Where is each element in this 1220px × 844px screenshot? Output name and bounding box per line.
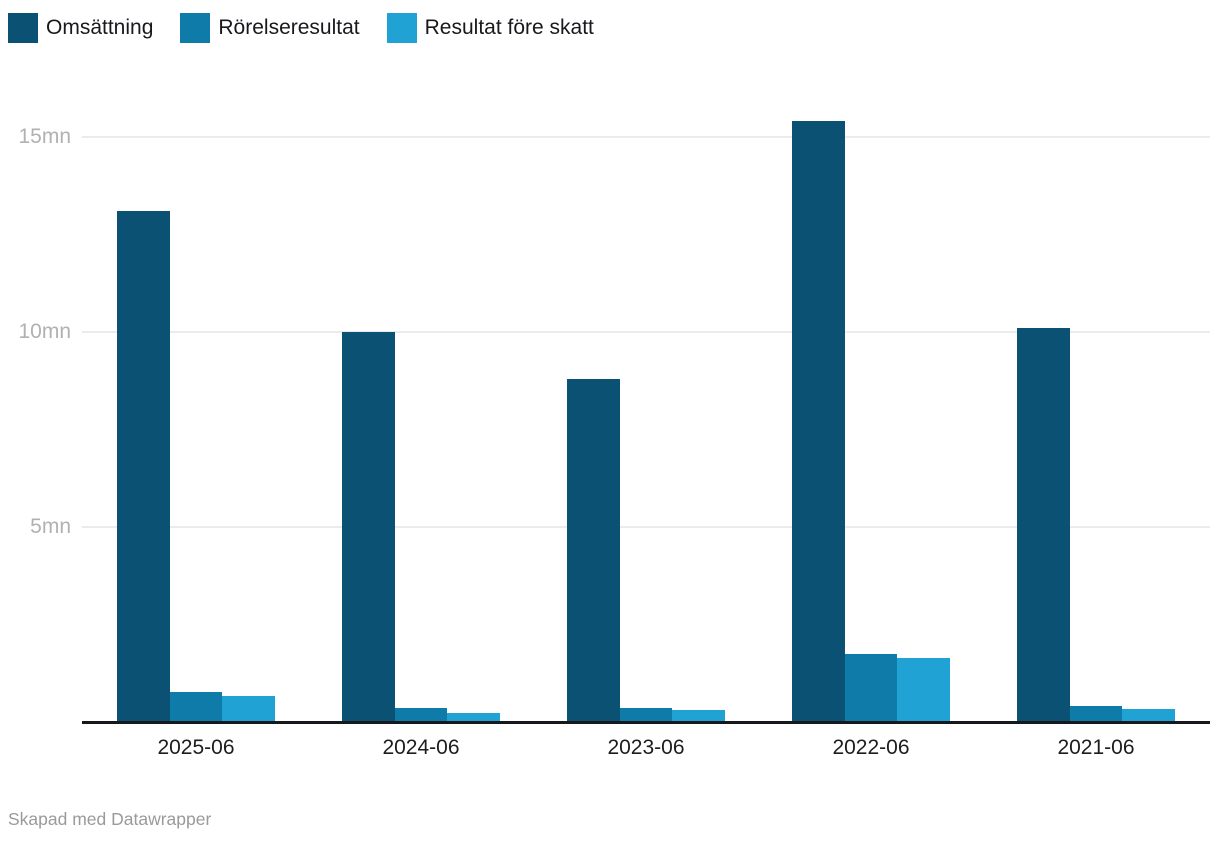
legend-swatch-icon xyxy=(386,13,417,43)
y-axis-tick-label: 10mn xyxy=(18,320,71,343)
legend-label: Omsättning xyxy=(46,16,154,39)
legend-item-2: Rörelseresultat xyxy=(180,13,360,43)
bar-2022-06-r-relseresultat xyxy=(844,654,898,722)
bar-2021-06-oms-ttning xyxy=(1017,328,1070,722)
bar-2025-06-r-relseresultat xyxy=(169,692,223,722)
x-axis-tick-label: 2024-06 xyxy=(382,736,460,759)
legend-swatch-icon xyxy=(180,13,211,43)
gridline-5mn xyxy=(82,526,1210,528)
bar-2025-06-oms-ttning xyxy=(117,211,170,722)
y-axis-tick-label: 15mn xyxy=(18,125,71,148)
bar-2022-06-resultat-f-re-skatt xyxy=(897,658,950,722)
legend-swatch-icon xyxy=(8,13,38,43)
attribution: Skapad med Datawrapper xyxy=(8,809,211,830)
bar-2025-06-resultat-f-re-skatt xyxy=(222,696,275,722)
legend-label: Rörelseresultat xyxy=(218,16,360,39)
bar-2023-06-resultat-f-re-skatt xyxy=(672,710,725,722)
x-axis-line xyxy=(82,721,1210,724)
x-axis-tick-label: 2025-06 xyxy=(157,736,235,759)
legend-label: Resultat före skatt xyxy=(424,16,594,39)
attribution-text: Skapad med Datawrapper xyxy=(8,809,212,829)
gridline-10mn xyxy=(82,331,1210,333)
bar-2022-06-oms-ttning xyxy=(792,121,845,722)
x-axis-tick-label: 2021-06 xyxy=(1057,736,1135,759)
legend-item-1: Omsättning xyxy=(8,13,153,43)
legend-item-3: Resultat före skatt xyxy=(386,13,594,43)
bar-2023-06-oms-ttning xyxy=(567,379,620,722)
bar-2024-06-oms-ttning xyxy=(342,332,395,722)
gridline-15mn xyxy=(82,136,1210,138)
bar-2023-06-r-relseresultat xyxy=(619,708,673,722)
bar-2024-06-r-relseresultat xyxy=(394,708,448,722)
x-axis-tick-label: 2022-06 xyxy=(832,736,910,759)
bar-2024-06-resultat-f-re-skatt xyxy=(447,713,500,722)
y-axis-tick-label: 5mn xyxy=(30,515,71,538)
bar-2021-06-resultat-f-re-skatt xyxy=(1122,709,1175,722)
legend: Omsättning Rörelseresultat Resultat före s… xyxy=(8,13,594,43)
bar-2021-06-r-relseresultat xyxy=(1069,706,1123,722)
x-axis-tick-label: 2023-06 xyxy=(607,736,685,759)
